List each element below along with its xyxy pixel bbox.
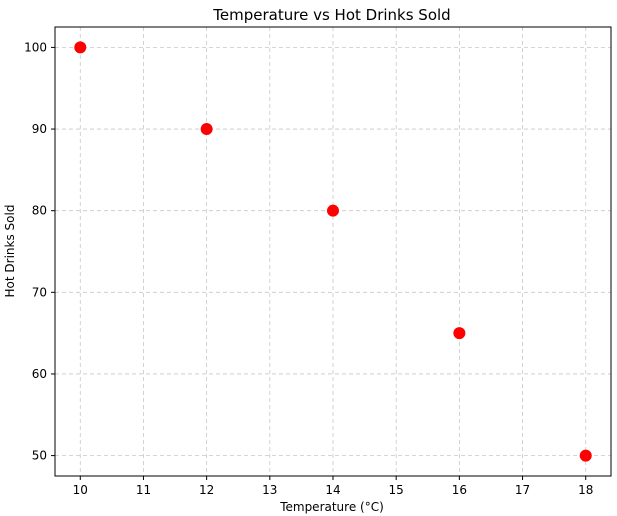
x-tick-label: 11 bbox=[136, 483, 151, 497]
y-tick-label: 70 bbox=[32, 285, 47, 299]
y-tick-label: 90 bbox=[32, 122, 47, 136]
x-axis: 10 11 12 13 14 15 16 17 18 bbox=[73, 476, 593, 497]
x-tick-label: 14 bbox=[325, 483, 340, 497]
chart-title: Temperature vs Hot Drinks Sold bbox=[212, 6, 450, 24]
x-tick-label: 13 bbox=[262, 483, 277, 497]
data-point bbox=[579, 449, 592, 462]
y-tick-label: 80 bbox=[32, 204, 47, 218]
x-tick-label: 18 bbox=[578, 483, 593, 497]
x-tick-label: 12 bbox=[199, 483, 214, 497]
y-tick-label: 60 bbox=[32, 367, 47, 381]
x-tick-label: 15 bbox=[389, 483, 404, 497]
x-tick-label: 17 bbox=[515, 483, 530, 497]
x-axis-label: Temperature (°C) bbox=[279, 500, 384, 514]
x-tick-label: 16 bbox=[452, 483, 467, 497]
data-point bbox=[74, 41, 87, 54]
x-tick-label: 10 bbox=[73, 483, 88, 497]
data-point bbox=[200, 123, 213, 136]
y-axis-label: Hot Drinks Sold bbox=[3, 205, 17, 298]
data-point bbox=[453, 327, 466, 340]
y-tick-label: 100 bbox=[24, 40, 47, 54]
y-axis: 50 60 70 80 90 100 bbox=[24, 40, 55, 463]
data-points bbox=[74, 41, 592, 462]
y-tick-label: 50 bbox=[32, 449, 47, 463]
grid bbox=[55, 27, 611, 476]
data-point bbox=[327, 204, 339, 217]
